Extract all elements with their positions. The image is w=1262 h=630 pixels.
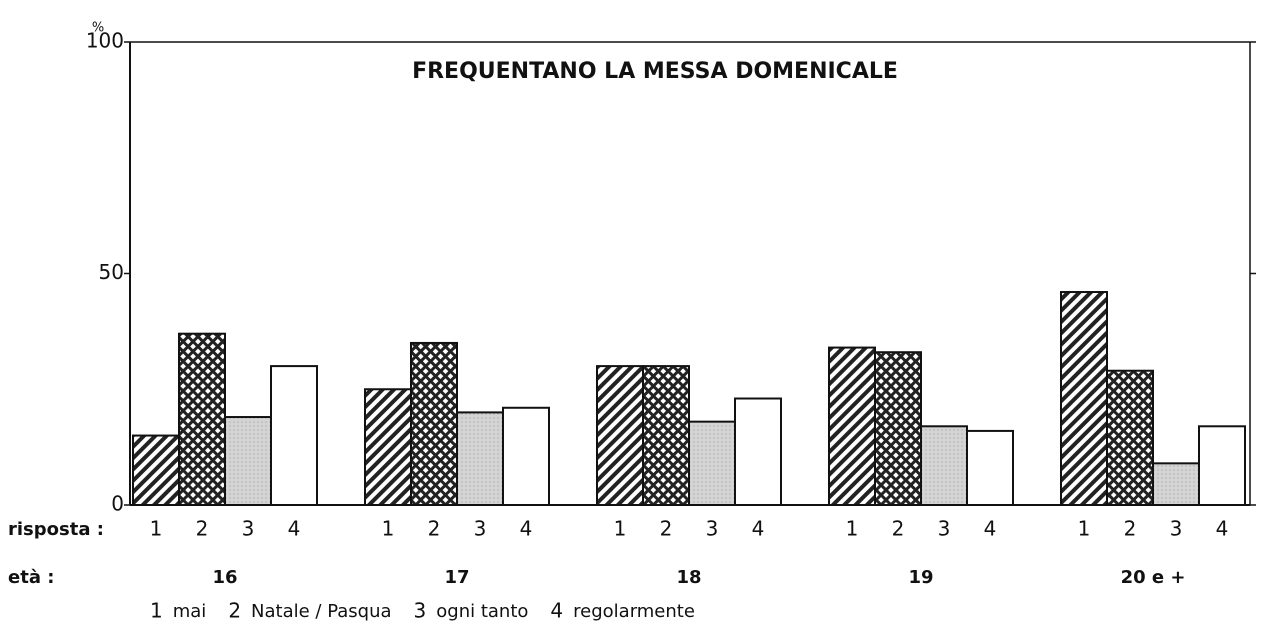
bar bbox=[502, 406, 550, 506]
legend-label: ogni tanto bbox=[436, 601, 528, 622]
bar bbox=[734, 397, 782, 507]
bar-code-label: 4 bbox=[1216, 517, 1229, 541]
bar-code-label: 2 bbox=[1124, 517, 1137, 541]
bar bbox=[132, 434, 180, 506]
bar bbox=[920, 425, 968, 507]
y-tick-label: 0 bbox=[111, 492, 124, 516]
bar-code-label: 1 bbox=[846, 517, 859, 541]
legend-code: 1 bbox=[150, 599, 163, 623]
bar-code-label: 3 bbox=[474, 517, 487, 541]
bar-code-label: 2 bbox=[892, 517, 905, 541]
bar bbox=[364, 388, 412, 506]
bar bbox=[410, 341, 458, 507]
bar bbox=[1152, 462, 1200, 506]
bar bbox=[688, 420, 736, 506]
y-tick-label: 50 bbox=[99, 260, 124, 284]
bar-code-label: 4 bbox=[752, 517, 765, 541]
code-row-label: risposta : bbox=[8, 519, 104, 540]
bar-code-label: 1 bbox=[382, 517, 395, 541]
chart-title: FREQUENTANO LA MESSA DOMENICALE bbox=[412, 59, 898, 84]
x-tick-label: 17 bbox=[444, 567, 469, 588]
bar-code-label: 2 bbox=[428, 517, 441, 541]
x-tick-label: 18 bbox=[676, 567, 701, 588]
bar-code-label: 4 bbox=[288, 517, 301, 541]
bar bbox=[1060, 291, 1108, 506]
bar bbox=[178, 332, 226, 506]
bar-code-label: 4 bbox=[520, 517, 533, 541]
y-unit: % bbox=[92, 21, 104, 36]
bar-code-label: 1 bbox=[150, 517, 163, 541]
legend-label: mai bbox=[173, 601, 207, 622]
category-row-label: età : bbox=[8, 567, 54, 588]
y-tick-label: 100 bbox=[86, 29, 124, 53]
x-tick-label: 16 bbox=[212, 567, 237, 588]
bar bbox=[642, 365, 690, 506]
legend-label: regolarmente bbox=[573, 601, 695, 622]
legend-label: Natale / Pasqua bbox=[251, 601, 391, 622]
bar bbox=[1106, 369, 1154, 507]
bar-code-label: 3 bbox=[242, 517, 255, 541]
legend-code: 4 bbox=[550, 599, 563, 623]
bar bbox=[270, 365, 318, 506]
bar-code-label: 4 bbox=[984, 517, 997, 541]
bar bbox=[1198, 425, 1246, 507]
bar-code-label: 3 bbox=[1170, 517, 1183, 541]
bar-code-label: 1 bbox=[614, 517, 627, 541]
x-tick-label: 19 bbox=[908, 567, 933, 588]
bar bbox=[596, 365, 644, 506]
bar bbox=[874, 351, 922, 506]
bar bbox=[966, 429, 1014, 507]
bar-code-label: 3 bbox=[706, 517, 719, 541]
legend-code: 3 bbox=[414, 599, 427, 623]
bar bbox=[828, 346, 876, 506]
legend-code: 2 bbox=[228, 599, 241, 623]
x-tick-label: 20 e + bbox=[1121, 567, 1186, 588]
bar bbox=[224, 416, 272, 506]
bar-code-label: 1 bbox=[1078, 517, 1091, 541]
bar-code-label: 2 bbox=[660, 517, 673, 541]
bar bbox=[456, 411, 504, 506]
bar-code-label: 3 bbox=[938, 517, 951, 541]
bar-code-label: 2 bbox=[196, 517, 209, 541]
